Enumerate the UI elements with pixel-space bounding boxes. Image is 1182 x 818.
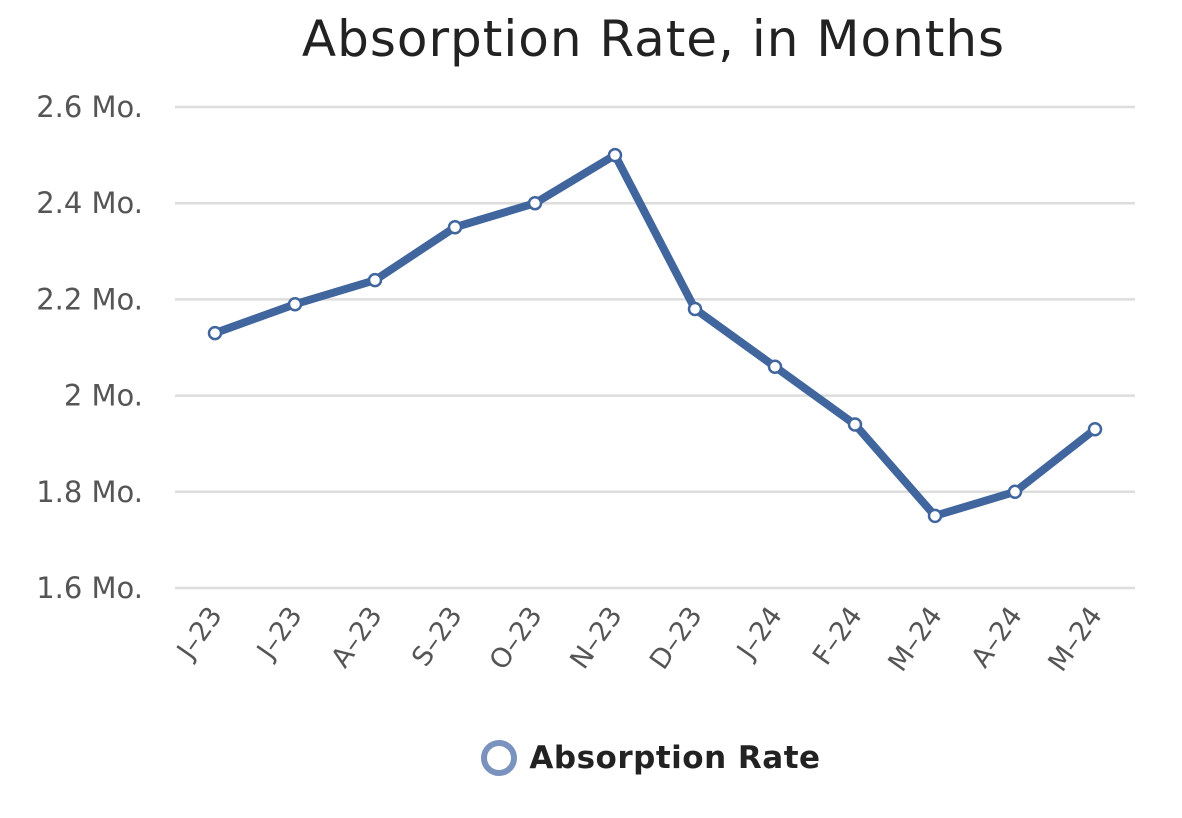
x-tick-label: A–23 bbox=[325, 601, 388, 673]
data-point[interactable] bbox=[447, 220, 463, 235]
x-tick-label: S–23 bbox=[406, 601, 469, 672]
chart-title: Absorption Rate, in Months bbox=[301, 10, 1006, 68]
data-point[interactable] bbox=[527, 195, 543, 211]
x-tick-label: M–24 bbox=[883, 601, 949, 677]
series-line bbox=[211, 151, 1099, 520]
gridlines bbox=[175, 105, 1135, 590]
data-point[interactable] bbox=[207, 325, 223, 341]
legend-marker-icon bbox=[481, 740, 518, 776]
x-tick-label: O–23 bbox=[484, 601, 549, 675]
legend[interactable]: Absorption Rate bbox=[0, 740, 1182, 776]
x-tick-label: N–23 bbox=[564, 601, 628, 675]
x-tick-label: J–23 bbox=[170, 601, 229, 666]
data-point[interactable] bbox=[767, 359, 783, 374]
data-point[interactable] bbox=[367, 272, 383, 288]
data-point[interactable] bbox=[927, 508, 943, 524]
y-tick-label: 2.6 Mo. bbox=[36, 90, 143, 124]
x-tick-label: A–24 bbox=[965, 601, 1028, 673]
data-point[interactable] bbox=[607, 147, 623, 163]
y-tick-label: 2.4 Mo. bbox=[36, 186, 143, 220]
y-tick-label: 1.8 Mo. bbox=[36, 475, 143, 509]
y-tick-label: 2 Mo. bbox=[64, 379, 143, 413]
x-tick-label: M–24 bbox=[1043, 601, 1109, 677]
data-point[interactable] bbox=[1007, 484, 1023, 500]
data-point[interactable] bbox=[287, 296, 303, 312]
data-point[interactable] bbox=[1087, 422, 1103, 437]
series-group bbox=[207, 147, 1103, 524]
y-axis-labels: 1.6 Mo. 1.8 Mo. 2 Mo. 2.2 Mo. 2.4 Mo. 2.6 Mo. bbox=[36, 90, 143, 605]
x-tick-label: J–24 bbox=[730, 601, 789, 666]
legend-label: Absorption Rate bbox=[529, 740, 821, 776]
y-tick-label: 1.6 Mo. bbox=[36, 571, 143, 605]
x-axis-labels: J–23 J–23 A–23 S–23 O–23 N–23 D–23 J–24 F–24 M–24… bbox=[170, 601, 1109, 677]
data-point[interactable] bbox=[687, 301, 703, 317]
data-point[interactable] bbox=[847, 417, 863, 432]
x-tick-label: J–23 bbox=[250, 601, 309, 666]
x-tick-label: D–23 bbox=[644, 601, 709, 675]
x-tick-label: F–24 bbox=[807, 601, 869, 671]
y-tick-label: 2.2 Mo. bbox=[36, 282, 143, 316]
